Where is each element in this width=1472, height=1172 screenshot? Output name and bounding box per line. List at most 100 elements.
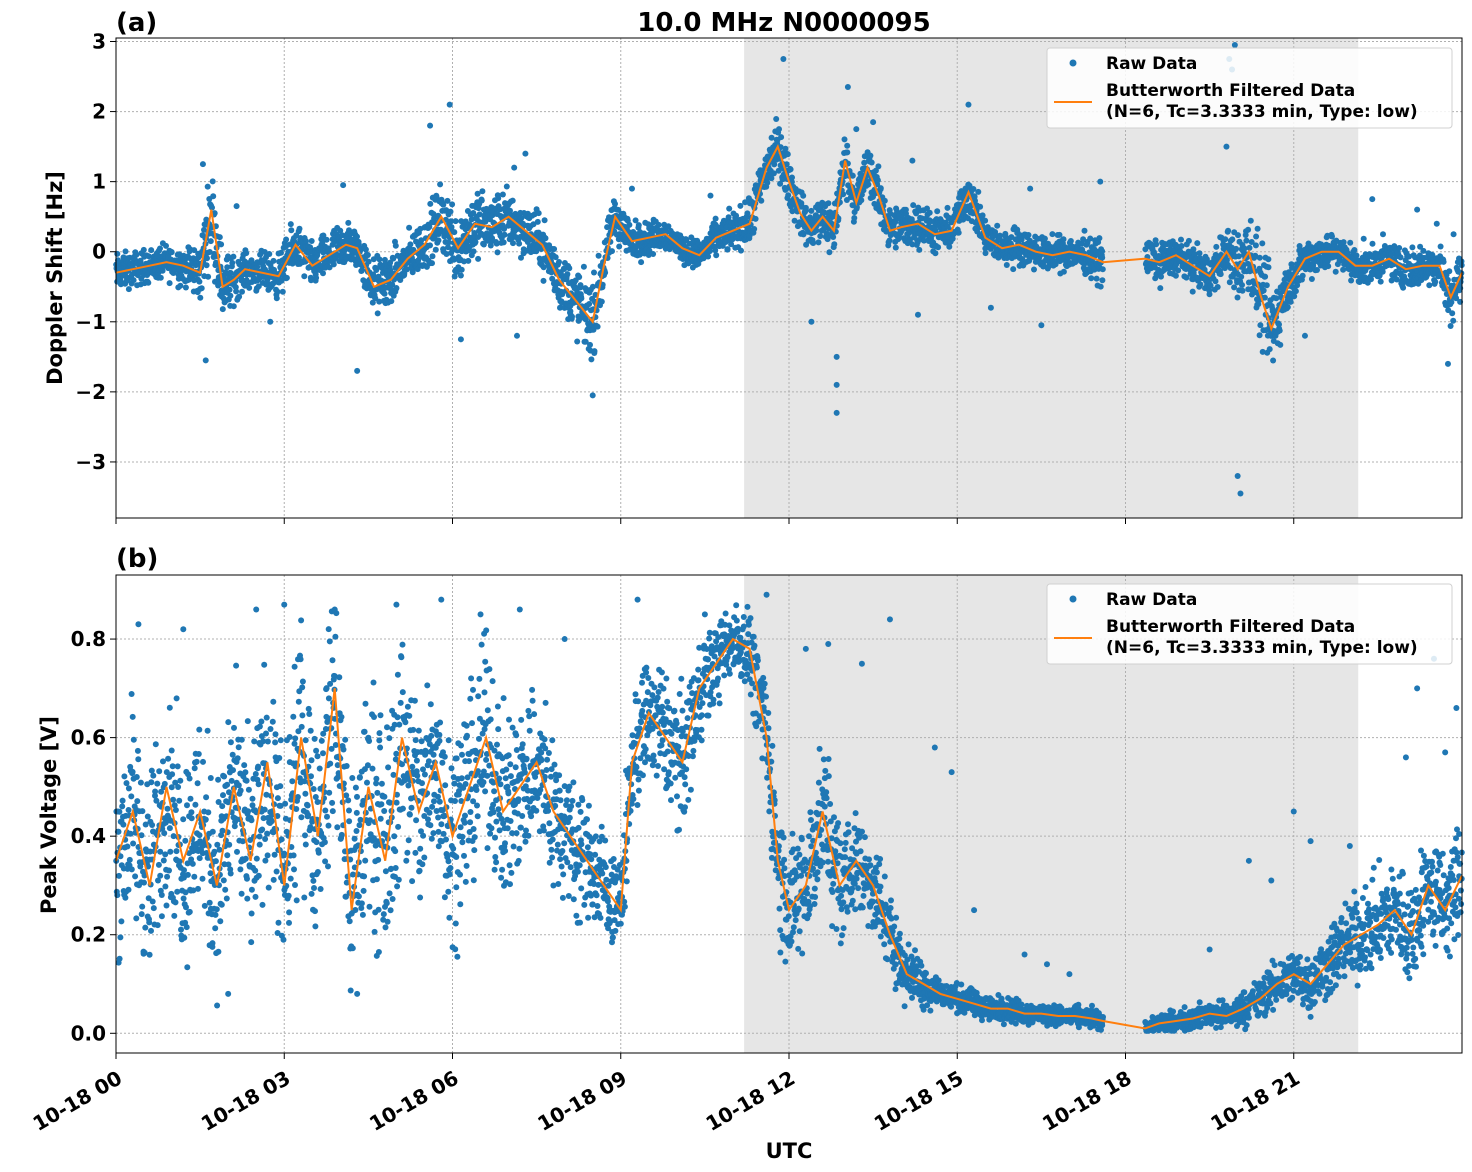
panel-a-label: (a) bbox=[116, 8, 157, 38]
raw-data-point bbox=[137, 257, 144, 264]
raw-data-point bbox=[176, 858, 183, 865]
raw-data-point bbox=[353, 828, 360, 834]
raw-data-point bbox=[248, 886, 255, 893]
raw-data-point bbox=[586, 301, 593, 307]
raw-data-point bbox=[374, 310, 381, 317]
raw-data-point bbox=[174, 888, 181, 895]
raw-data-point bbox=[609, 248, 615, 255]
raw-data-point bbox=[144, 813, 151, 820]
raw-data-point bbox=[160, 857, 167, 864]
raw-data-point bbox=[193, 758, 200, 765]
raw-data-point bbox=[212, 911, 219, 918]
raw-data-point bbox=[1426, 282, 1433, 289]
raw-data-point bbox=[238, 736, 245, 743]
raw-data-point bbox=[494, 249, 501, 256]
raw-data-point bbox=[278, 836, 285, 843]
raw-data-point bbox=[155, 861, 162, 868]
raw-data-point bbox=[307, 727, 314, 734]
raw-data-point bbox=[346, 818, 353, 825]
raw-data-point bbox=[301, 894, 308, 901]
raw-data-point bbox=[1450, 317, 1457, 324]
raw-data-point bbox=[230, 767, 236, 774]
raw-data-point bbox=[308, 238, 315, 244]
panel-a-legend-raw-label: Raw Data bbox=[1106, 54, 1197, 74]
raw-data-point bbox=[381, 290, 388, 297]
raw-data-point bbox=[116, 955, 123, 962]
raw-data-point bbox=[205, 809, 212, 816]
raw-data-point bbox=[227, 292, 234, 299]
raw-data-point bbox=[326, 264, 333, 271]
raw-data-point bbox=[269, 718, 276, 725]
raw-data-point bbox=[944, 204, 951, 211]
raw-data-point bbox=[289, 778, 296, 785]
raw-data-point bbox=[594, 323, 601, 330]
raw-data-point bbox=[338, 831, 345, 838]
raw-data-point bbox=[119, 803, 126, 810]
raw-data-point bbox=[345, 797, 352, 804]
raw-data-point bbox=[159, 267, 166, 274]
raw-data-point bbox=[1252, 242, 1259, 249]
raw-data-point bbox=[299, 678, 306, 685]
raw-data-point bbox=[556, 259, 562, 265]
raw-data-point bbox=[139, 808, 146, 815]
raw-data-point bbox=[181, 867, 187, 874]
raw-data-point bbox=[1214, 284, 1221, 290]
raw-data-point bbox=[1231, 284, 1238, 291]
raw-data-point bbox=[154, 780, 161, 787]
raw-data-point bbox=[209, 828, 216, 835]
raw-data-point bbox=[308, 277, 315, 284]
raw-data-point bbox=[209, 178, 216, 185]
raw-data-outlier bbox=[446, 101, 453, 108]
raw-data-point bbox=[215, 776, 222, 783]
raw-data-point bbox=[261, 661, 268, 668]
raw-data-outlier bbox=[833, 381, 840, 388]
y-tick-label: −2 bbox=[75, 380, 106, 404]
raw-data-point bbox=[216, 846, 223, 853]
raw-data-point bbox=[875, 163, 882, 170]
raw-data-point bbox=[1260, 287, 1267, 294]
raw-data-point bbox=[376, 298, 383, 305]
raw-data-point bbox=[598, 298, 605, 305]
raw-data-point bbox=[186, 775, 193, 782]
raw-data-point bbox=[206, 249, 213, 255]
raw-data-point bbox=[234, 755, 241, 762]
raw-data-point bbox=[475, 255, 482, 262]
raw-data-point bbox=[358, 267, 365, 274]
raw-data-point bbox=[364, 779, 370, 786]
raw-data-outlier bbox=[1223, 143, 1230, 150]
raw-data-point bbox=[325, 695, 332, 702]
raw-data-point bbox=[1396, 245, 1403, 251]
raw-data-point bbox=[308, 890, 315, 897]
raw-data-point bbox=[495, 195, 502, 202]
raw-data-point bbox=[346, 807, 352, 814]
raw-data-point bbox=[332, 633, 339, 640]
raw-data-point bbox=[427, 200, 434, 207]
raw-data-point bbox=[228, 270, 235, 277]
raw-data-point bbox=[191, 247, 198, 254]
raw-data-point bbox=[445, 244, 451, 251]
raw-data-point bbox=[172, 807, 179, 813]
raw-data-point bbox=[274, 288, 281, 295]
raw-data-point bbox=[157, 872, 164, 879]
raw-data-point bbox=[726, 205, 733, 212]
raw-data-point bbox=[184, 871, 191, 878]
raw-data-point bbox=[361, 728, 368, 735]
raw-data-point bbox=[150, 905, 157, 912]
raw-data-outlier bbox=[522, 150, 529, 157]
raw-data-point bbox=[277, 737, 284, 744]
raw-data-point bbox=[199, 875, 206, 882]
raw-data-point bbox=[130, 277, 137, 284]
raw-data-point bbox=[218, 241, 225, 248]
raw-data-point bbox=[785, 192, 792, 199]
raw-data-point bbox=[591, 348, 598, 355]
raw-data-point bbox=[340, 746, 347, 753]
raw-data-point bbox=[313, 839, 320, 846]
raw-data-point bbox=[540, 277, 547, 284]
raw-data-outlier bbox=[833, 353, 840, 360]
raw-data-outlier bbox=[965, 101, 972, 108]
raw-data-point bbox=[227, 739, 234, 746]
raw-data-point bbox=[278, 249, 284, 256]
raw-data-point bbox=[432, 246, 439, 253]
raw-data-point bbox=[275, 919, 282, 926]
raw-data-point bbox=[227, 870, 234, 877]
